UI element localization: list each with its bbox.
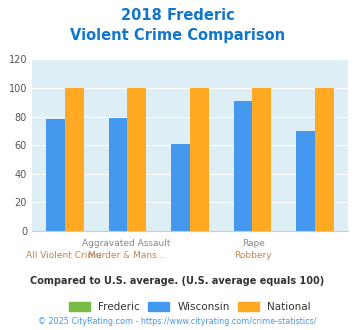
Text: Aggravated Assault: Aggravated Assault (82, 239, 171, 248)
Bar (65, 88, 84, 231)
Text: 2018 Frederic: 2018 Frederic (121, 8, 234, 23)
Bar (171, 144, 190, 231)
Text: Murder & Mans...: Murder & Mans... (88, 251, 165, 260)
Bar (127, 88, 146, 231)
Text: Compared to U.S. average. (U.S. average equals 100): Compared to U.S. average. (U.S. average … (31, 276, 324, 285)
Bar (46, 119, 65, 231)
Bar (234, 101, 252, 231)
Bar (190, 88, 209, 231)
Text: © 2025 CityRating.com - https://www.cityrating.com/crime-statistics/: © 2025 CityRating.com - https://www.city… (38, 317, 317, 326)
Text: Violent Crime Comparison: Violent Crime Comparison (70, 28, 285, 43)
Text: All Violent Crime: All Violent Crime (26, 251, 102, 260)
Bar (109, 118, 127, 231)
Bar (252, 88, 271, 231)
Bar (315, 88, 334, 231)
Text: Rape: Rape (242, 239, 264, 248)
Legend: Frederic, Wisconsin, National: Frederic, Wisconsin, National (65, 298, 315, 316)
Bar (296, 131, 315, 231)
Text: Robbery: Robbery (234, 251, 272, 260)
